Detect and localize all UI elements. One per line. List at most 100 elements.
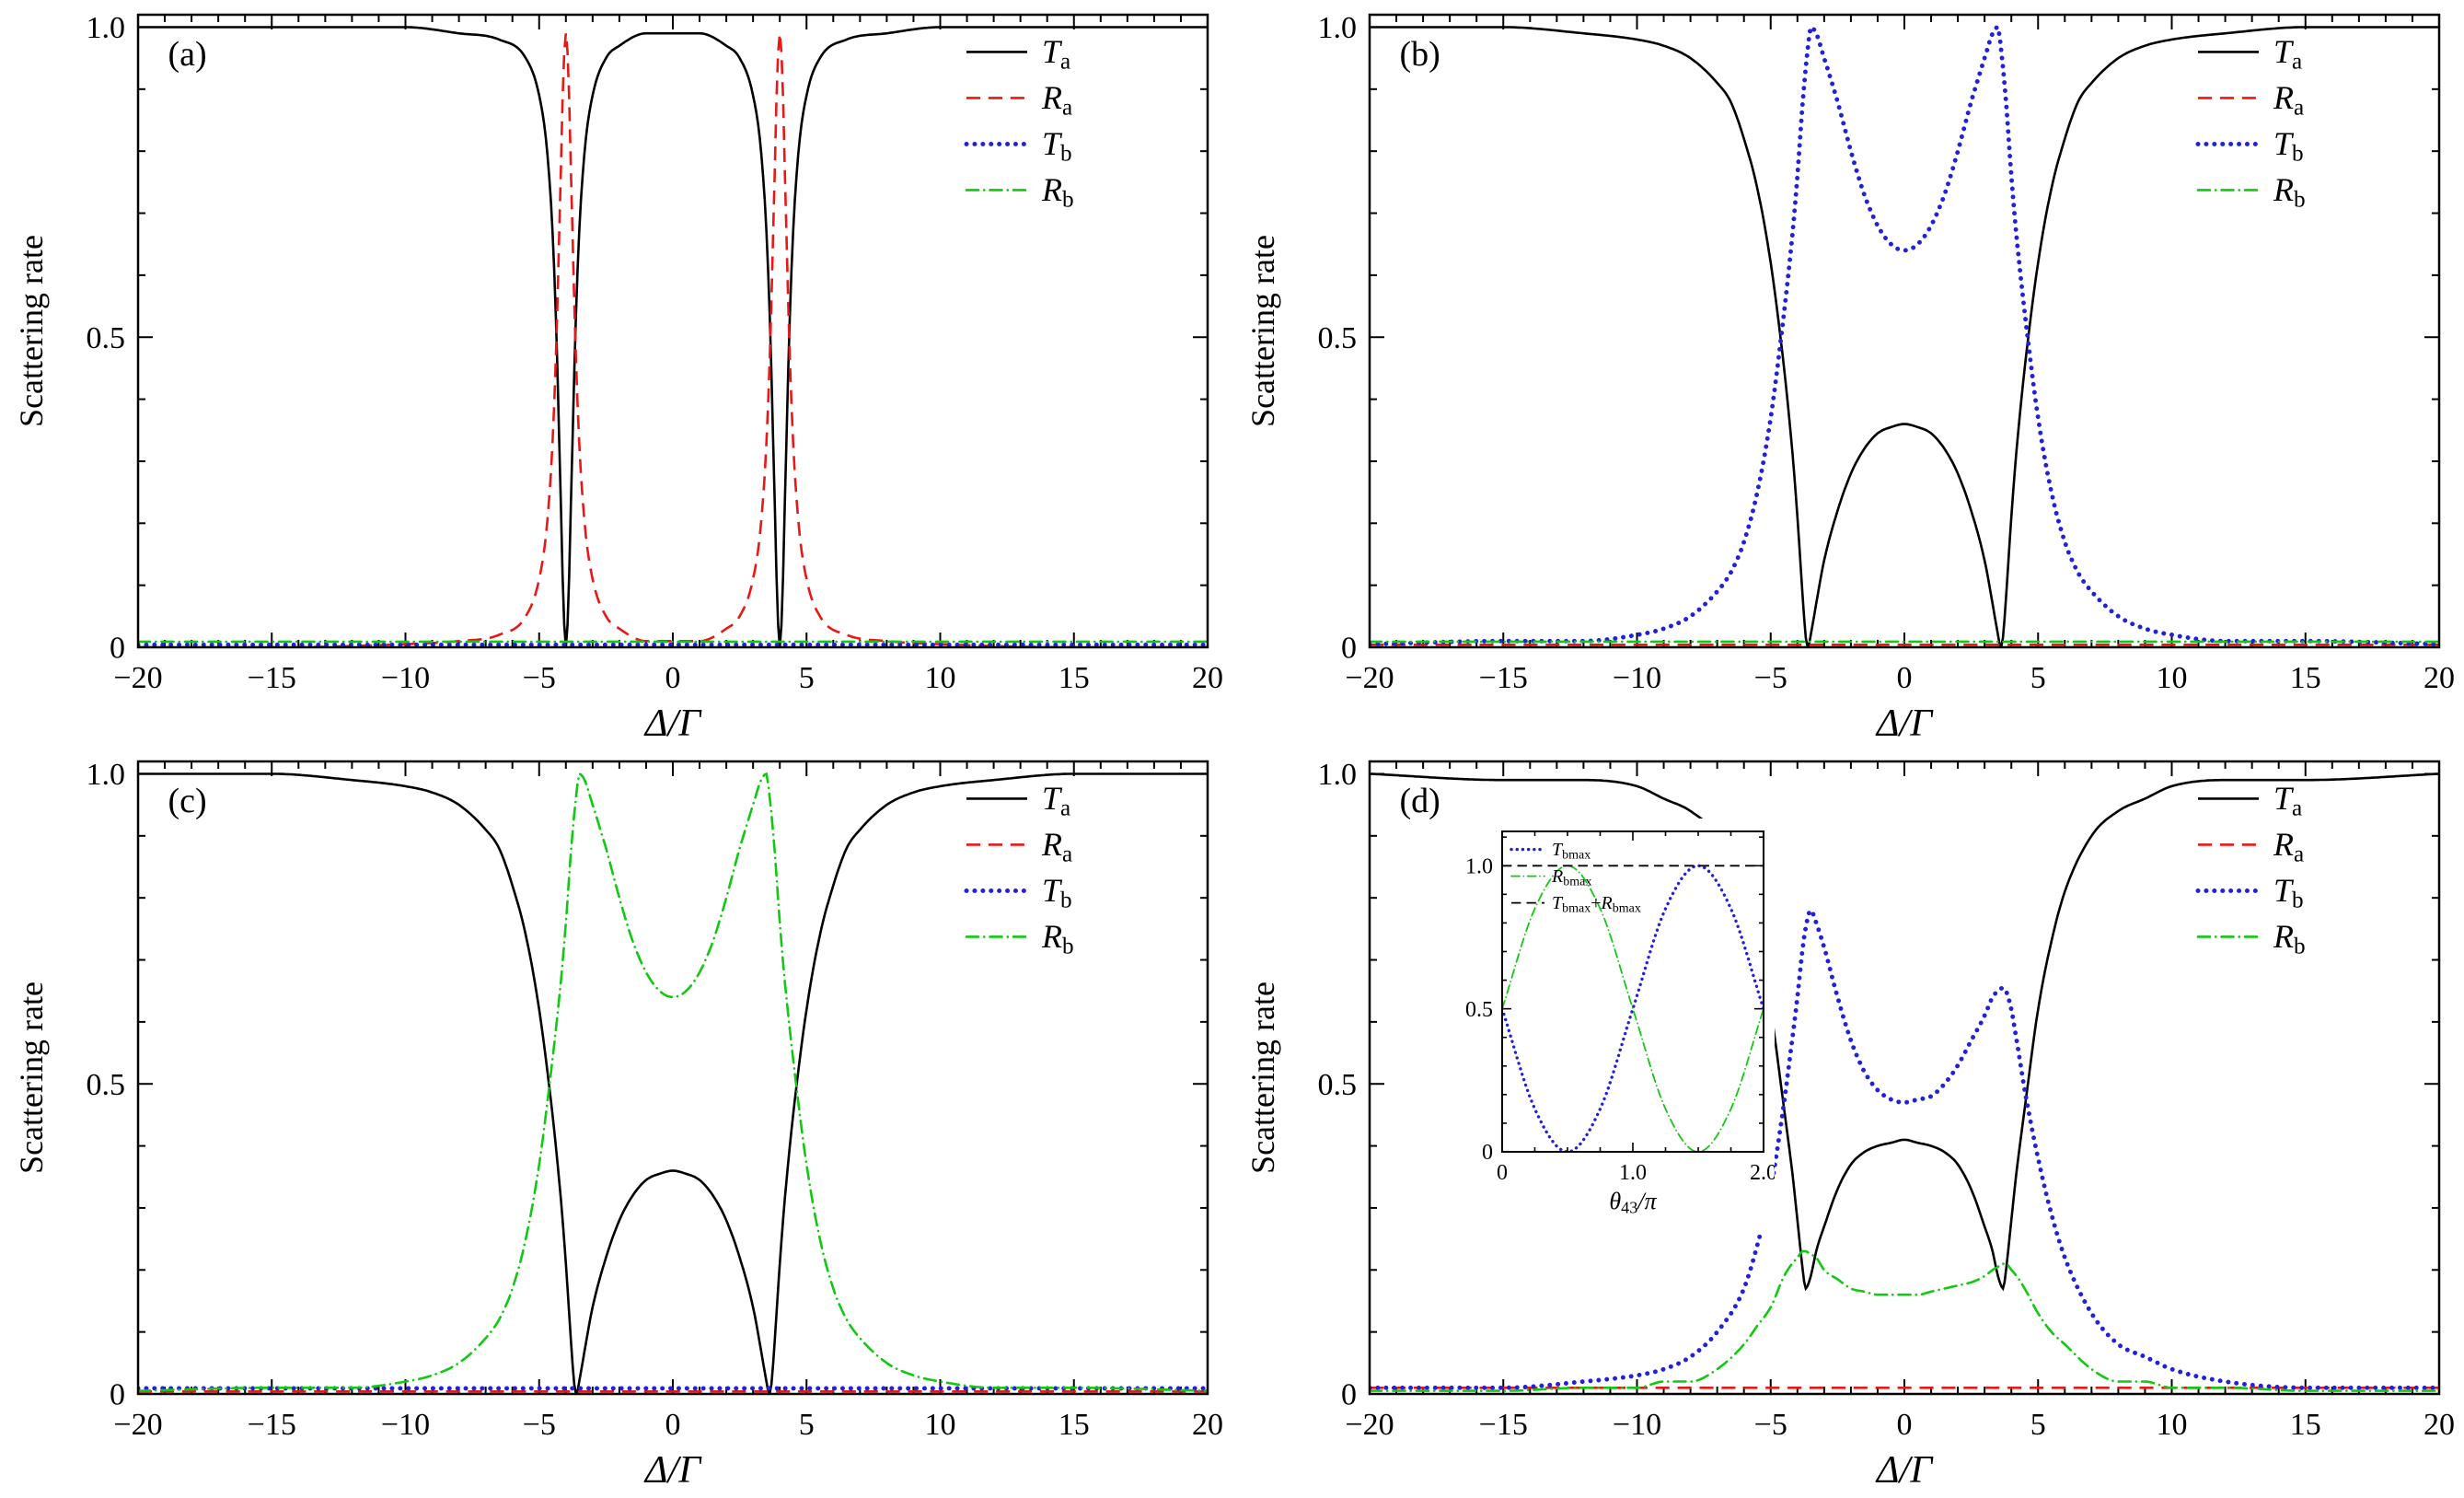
legend-entry-Rb: Rb <box>2196 918 2306 959</box>
svg-text:Rbmax: Rbmax <box>1551 866 1591 889</box>
svg-text:0: 0 <box>1897 1408 1913 1442</box>
svg-text:−5: −5 <box>1754 1408 1787 1442</box>
legend-entry-Tb: Tb <box>2195 872 2304 913</box>
svg-text:−20: −20 <box>1345 1408 1394 1442</box>
y-axis-label: Scattering rate <box>13 235 50 427</box>
panel-d: −20 −15 −10 −5 0 5 10 15 20 0 0.5 1.0 (d) Δ/Γ Scatteri… <box>1232 747 2464 1493</box>
legend-entry-Tbmax+Rbmax: Tbmax+Rbmax <box>1511 893 1641 916</box>
series-Tb <box>1370 24 2439 647</box>
svg-text:10: 10 <box>925 661 956 695</box>
svg-text:15: 15 <box>1058 661 1090 695</box>
panel-b: −20 −15 −10 −5 0 5 10 15 20 0 0.5 1.0 (b) Δ/Γ Scatteri… <box>1232 0 2464 747</box>
legend-entry-Tbmax: Tbmax <box>1510 840 1591 863</box>
svg-text:Rb: Rb <box>2273 918 2306 959</box>
tick-labels: −20 −15 −10 −5 0 5 10 15 20 0 0.5 1.0 <box>1318 11 2456 695</box>
svg-text:1.0: 1.0 <box>1318 758 1358 792</box>
svg-text:0: 0 <box>1341 632 1357 666</box>
svg-text:−15: −15 <box>248 1408 296 1442</box>
svg-text:−15: −15 <box>248 661 296 695</box>
svg-text:0: 0 <box>1341 1378 1357 1412</box>
svg-text:Rb: Rb <box>2273 171 2306 213</box>
svg-text:0: 0 <box>110 632 125 666</box>
series-group <box>1370 24 2439 647</box>
svg-text:−20: −20 <box>113 1408 162 1442</box>
svg-text:1.0: 1.0 <box>1465 854 1493 878</box>
series-Tb <box>1370 906 2439 1390</box>
svg-text:−20: −20 <box>113 661 162 695</box>
svg-text:−10: −10 <box>381 1408 430 1442</box>
svg-text:Tbmax+Rbmax: Tbmax+Rbmax <box>1552 893 1641 916</box>
svg-text:1.0: 1.0 <box>87 758 126 792</box>
svg-text:0: 0 <box>1497 1161 1508 1185</box>
tick-labels: −20 −15 −10 −5 0 5 10 15 20 0 0.5 1.0 <box>87 758 1224 1442</box>
svg-text:−10: −10 <box>381 661 430 695</box>
svg-text:5: 5 <box>799 661 815 695</box>
panel-d-inset: 0 1.0 2.0 0 0.5 1.0 θ43/π Tbmax Rbmax Tbmax+Rbmax <box>1452 819 1777 1235</box>
svg-text:20: 20 <box>2424 1408 2455 1442</box>
tick-labels: −20 −15 −10 −5 0 5 10 15 20 0 0.5 1.0 <box>1318 758 2456 1442</box>
svg-text:0.5: 0.5 <box>1318 1068 1358 1102</box>
series-group <box>138 772 1208 1394</box>
series-Tbmax <box>1502 864 1764 1152</box>
x-axis-label: Δ/Γ <box>1875 703 1934 745</box>
svg-text:Tb: Tb <box>2273 872 2304 913</box>
legend-entry-Ra: Ra <box>966 826 1072 867</box>
panel-c: −20 −15 −10 −5 0 5 10 15 20 0 0.5 1.0 (c) Δ/Γ Scatteri… <box>0 747 1232 1493</box>
legend-entry-Tb: Tb <box>964 872 1072 913</box>
svg-text:Ra: Ra <box>2273 826 2304 867</box>
chart-c: −20 −15 −10 −5 0 5 10 15 20 0 0.5 1.0 (c) Δ/Γ Scatteri… <box>13 758 1224 1492</box>
panel-label: (c) <box>168 782 207 820</box>
chart-a: −20 −15 −10 −5 0 5 10 15 20 0 0.5 1.0 (a) Δ/Γ Scatteri… <box>13 11 1223 745</box>
legend-entry-Tb: Tb <box>2195 125 2304 167</box>
svg-text:15: 15 <box>2290 661 2321 695</box>
svg-text:1.0: 1.0 <box>87 11 126 45</box>
legend-entry-Rbmax: Rbmax <box>1510 866 1591 889</box>
series-Rbmax <box>1502 865 1764 1152</box>
y-axis-label: Scattering rate <box>13 981 50 1174</box>
x-axis-label: Δ/Γ <box>1875 1449 1934 1492</box>
series-Ta <box>138 26 1208 647</box>
svg-text:10: 10 <box>2157 1408 2188 1442</box>
series-Rb <box>1370 1249 2439 1392</box>
svg-text:Tb: Tb <box>2273 125 2304 167</box>
legend-entry-Ta: Ta <box>2198 33 2302 75</box>
svg-text:5: 5 <box>799 1408 815 1442</box>
svg-text:10: 10 <box>2157 661 2188 695</box>
legend-entry-Ta: Ta <box>966 780 1070 821</box>
chart-b: −20 −15 −10 −5 0 5 10 15 20 0 0.5 1.0 (b) Δ/Γ Scatteri… <box>1244 11 2456 745</box>
panel-label: (d) <box>1400 782 1440 820</box>
svg-text:0.5: 0.5 <box>1465 998 1493 1022</box>
svg-text:20: 20 <box>2424 661 2455 695</box>
tick-labels: 0 1.0 2.0 0 0.5 1.0 <box>1465 854 1777 1185</box>
svg-text:5: 5 <box>2030 1408 2046 1442</box>
svg-text:−5: −5 <box>523 661 556 695</box>
axes-frame <box>136 760 1209 1396</box>
svg-text:5: 5 <box>2030 661 2046 695</box>
svg-text:−20: −20 <box>1345 661 1394 695</box>
svg-text:Ra: Ra <box>2273 79 2304 121</box>
series-group <box>1370 772 2439 1392</box>
svg-text:2.0: 2.0 <box>1750 1161 1775 1185</box>
legend-entry-Tb: Tb <box>964 125 1072 167</box>
inset-background <box>1452 819 1775 1235</box>
svg-text:15: 15 <box>2290 1408 2321 1442</box>
svg-text:Rb: Rb <box>1041 918 1074 959</box>
svg-text:−15: −15 <box>1479 1408 1528 1442</box>
panel-label: (a) <box>168 35 207 74</box>
svg-text:0: 0 <box>665 1408 681 1442</box>
series-group <box>1502 864 1764 1152</box>
svg-text:Rb: Rb <box>1041 171 1074 213</box>
legend-entry-Ta: Ta <box>2198 780 2302 821</box>
svg-text:Ra: Ra <box>1041 79 1072 121</box>
axes-frame <box>1368 760 2441 1396</box>
axes-frame <box>1501 830 1764 1153</box>
panel-a: −20 −15 −10 −5 0 5 10 15 20 0 0.5 1.0 (a) Δ/Γ Scatteri… <box>0 0 1232 747</box>
svg-text:15: 15 <box>1058 1408 1090 1442</box>
series-Ta <box>1370 26 2439 647</box>
svg-text:0: 0 <box>665 661 681 695</box>
legend-entry-Rb: Rb <box>2196 171 2306 213</box>
svg-text:0: 0 <box>1897 661 1913 695</box>
svg-text:−10: −10 <box>1613 661 1661 695</box>
svg-text:Ra: Ra <box>1041 826 1072 867</box>
